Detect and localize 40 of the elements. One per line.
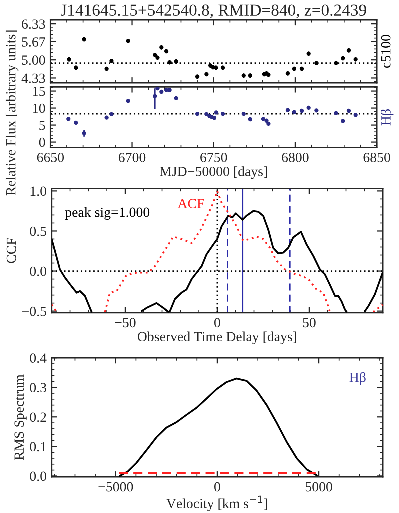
y-tick-label: 0 [39, 138, 46, 148]
y-tick-label: 4.33 [22, 74, 46, 84]
series-label: ACF [178, 199, 204, 208]
y-tick-label: 0.4 [30, 354, 47, 364]
y-tick-label: 0.3 [30, 383, 46, 393]
text: Hβ [380, 110, 394, 126]
y-tick-label: 1.0 [30, 186, 46, 196]
x-tick-label: 6800 [282, 153, 309, 162]
y-axis-title: CCF [6, 238, 16, 264]
x-tick-label: −50 [115, 318, 136, 328]
x-tick-label: 0 [214, 318, 220, 328]
x-axis-title: MJD−50000 [days] [160, 166, 268, 180]
x-tick-label: 50 [303, 318, 316, 328]
y-tick-label: 5 [40, 121, 46, 130]
y-axis-title: RMS Spectrum [14, 374, 27, 460]
x-tick-label: −5000 [98, 482, 134, 492]
y-axis-title: Relative Flux [arbitrary units] [6, 30, 19, 196]
text: c5100 [381, 35, 391, 68]
y-tick-label: 6.33 [22, 20, 46, 30]
chart-title: J141645.15+542540.8, RMID=840, z=0.2439 [60, 4, 366, 18]
y-tick-label: 5.00 [22, 56, 46, 66]
y-tick-label: 0.2 [30, 412, 46, 422]
y-tick-label: 15 [33, 86, 46, 96]
y-tick-label: 0.0 [30, 472, 46, 482]
x-tick-label: 0 [214, 482, 220, 492]
y-tick-label: −0.5 [22, 306, 46, 316]
x-tick-label: 6850 [364, 153, 390, 162]
x-axis-title: Observed Time Delay [days] [138, 332, 296, 344]
x-tick-label: 5000 [306, 482, 332, 492]
x-tick-label: 6650 [37, 153, 64, 162]
x-tick-label: 6700 [118, 153, 146, 162]
y-tick-label: 10 [33, 104, 46, 114]
y-tick-label: 0.0 [30, 266, 46, 276]
y-tick-label: 0.5 [30, 226, 46, 236]
x-axis-title: Velocity [km s$^{−1}$] [166, 496, 268, 512]
annotation: peak sig=1.000 [65, 207, 150, 220]
y-tick-label: 5.67 [22, 38, 46, 47]
x-tick-label: 6750 [200, 153, 228, 162]
y-tick-label: 0.1 [30, 442, 46, 452]
annotation: Hβ [350, 372, 366, 386]
